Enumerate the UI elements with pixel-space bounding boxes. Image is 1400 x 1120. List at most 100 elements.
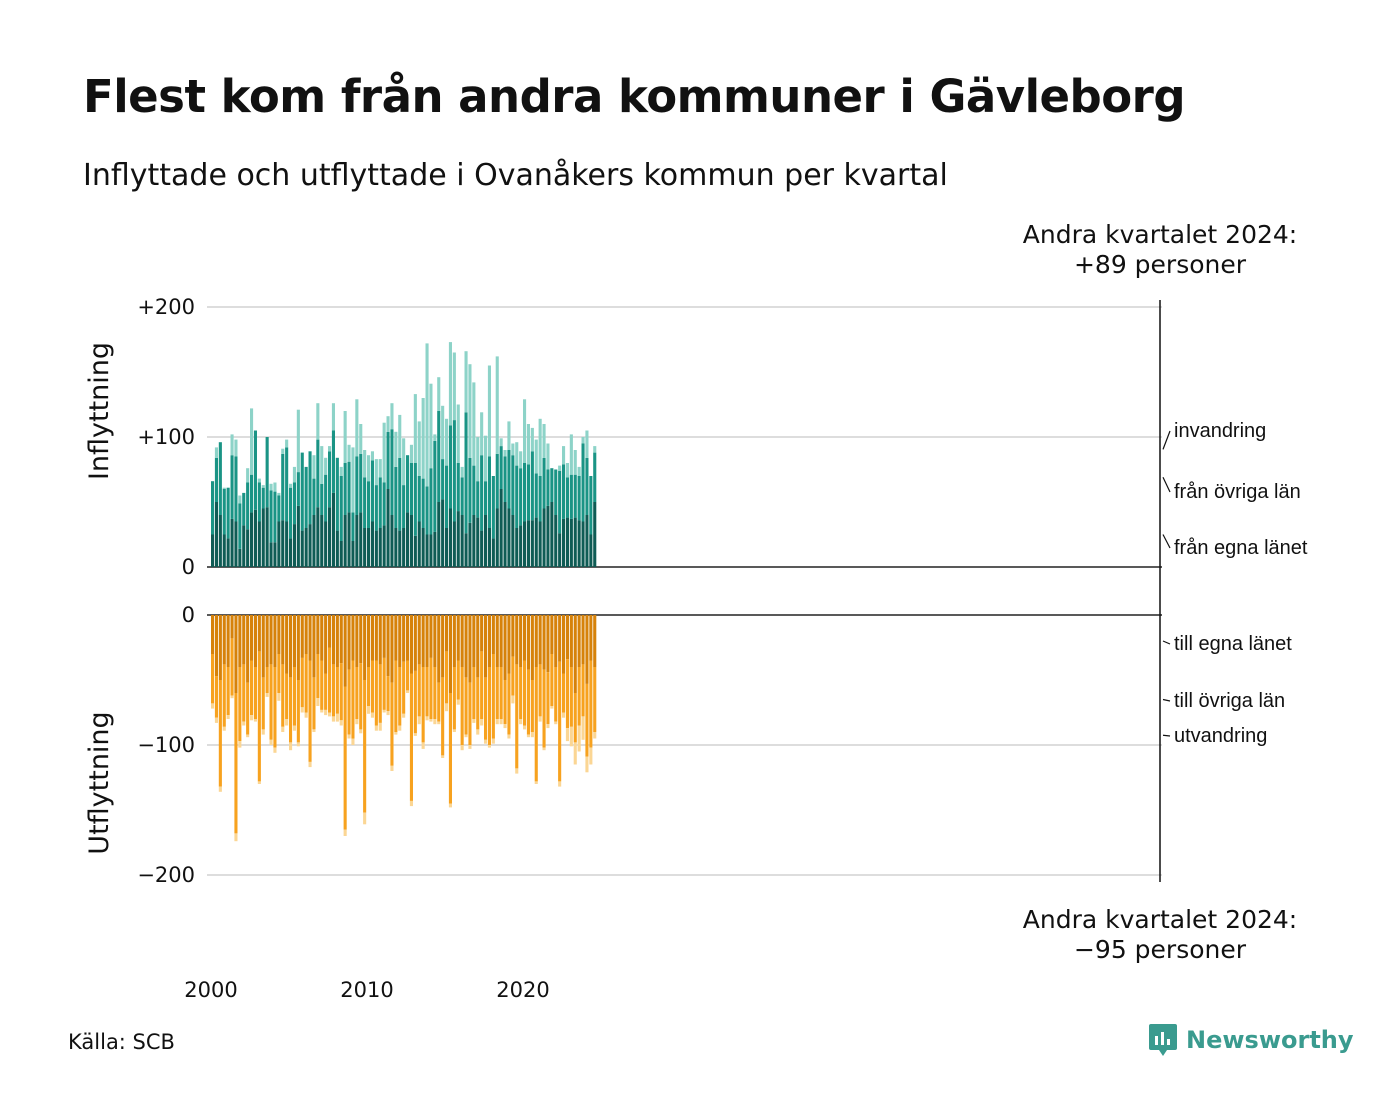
bar-inflow bbox=[277, 492, 281, 496]
bar-outflow bbox=[495, 719, 499, 725]
bar-outflow bbox=[285, 673, 289, 719]
bar-inflow bbox=[292, 466, 296, 483]
bar-inflow bbox=[257, 482, 261, 522]
bar-outflow bbox=[300, 657, 304, 708]
bar-outflow bbox=[355, 719, 359, 725]
label-leader-outflow bbox=[1162, 698, 1171, 702]
bar-outflow bbox=[292, 615, 296, 667]
ylabel-inflow: Inflyttning bbox=[84, 342, 115, 480]
bar-inflow bbox=[413, 463, 417, 536]
bar-inflow bbox=[558, 470, 562, 534]
bar-inflow bbox=[562, 446, 566, 465]
bar-inflow bbox=[487, 456, 491, 528]
bar-inflow bbox=[538, 418, 542, 476]
bar-inflow bbox=[230, 455, 234, 519]
series-label-outflow: till egna länet bbox=[1174, 633, 1292, 655]
bar-outflow bbox=[296, 742, 300, 747]
bar-outflow bbox=[409, 800, 413, 807]
label-leader-inflow bbox=[1162, 430, 1171, 450]
bar-outflow bbox=[565, 615, 569, 660]
bar-inflow bbox=[246, 482, 250, 530]
bar-inflow bbox=[253, 430, 257, 510]
bar-outflow bbox=[253, 667, 257, 719]
bar-outflow bbox=[214, 615, 218, 677]
bar-inflow bbox=[359, 424, 363, 454]
bar-inflow bbox=[425, 486, 429, 535]
bar-outflow bbox=[316, 698, 320, 706]
bar-outflow bbox=[351, 738, 355, 745]
axis-ticks: 0 +100 +200 0 −100 −200 2000 2010 2020 bbox=[137, 295, 549, 1002]
bar-inflow bbox=[289, 487, 293, 539]
bar-outflow bbox=[359, 663, 363, 730]
bar-outflow bbox=[530, 680, 534, 732]
bar-outflow bbox=[491, 654, 495, 739]
bar-outflow bbox=[343, 829, 347, 836]
bar-outflow bbox=[546, 724, 550, 729]
bar-outflow bbox=[429, 657, 433, 719]
bar-outflow bbox=[312, 615, 316, 678]
bar-outflow bbox=[433, 719, 437, 725]
bar-outflow bbox=[363, 680, 367, 813]
annotation-top: Andra kvartalet 2024: +89 personer bbox=[970, 220, 1350, 280]
xtick-label: 2010 bbox=[340, 978, 393, 1002]
bar-inflow bbox=[558, 533, 562, 567]
bar-inflow bbox=[347, 461, 351, 513]
bar-inflow bbox=[355, 515, 359, 567]
bar-outflow bbox=[542, 669, 546, 748]
bar-outflow bbox=[257, 781, 261, 784]
bar-inflow bbox=[285, 439, 289, 448]
bar-inflow bbox=[398, 457, 402, 531]
bar-outflow bbox=[468, 615, 472, 683]
bar-outflow bbox=[464, 615, 468, 678]
bar-outflow bbox=[534, 615, 538, 667]
bar-inflow bbox=[367, 455, 371, 482]
bar-inflow bbox=[573, 474, 577, 518]
bar-inflow bbox=[328, 507, 332, 567]
bar-outflow bbox=[222, 664, 226, 727]
bar-inflow bbox=[448, 508, 452, 567]
series-label-outflow: utvandring bbox=[1174, 725, 1267, 747]
bar-inflow bbox=[234, 439, 238, 457]
bar-inflow bbox=[324, 457, 328, 475]
bar-inflow bbox=[339, 541, 343, 567]
bar-inflow bbox=[394, 466, 398, 528]
bar-outflow bbox=[456, 660, 460, 700]
bar-outflow bbox=[281, 726, 285, 732]
bar-inflow bbox=[398, 530, 402, 567]
bar-inflow bbox=[273, 491, 277, 543]
bar-outflow bbox=[370, 615, 374, 661]
bar-outflow bbox=[421, 742, 425, 749]
bar-outflow bbox=[487, 745, 491, 748]
bar-inflow bbox=[464, 533, 468, 567]
bar-inflow bbox=[363, 477, 367, 528]
bar-outflow bbox=[523, 725, 527, 730]
bar-inflow bbox=[577, 520, 581, 567]
bar-inflow bbox=[335, 457, 339, 531]
bar-outflow bbox=[499, 667, 503, 719]
bar-inflow bbox=[546, 469, 550, 506]
bar-outflow bbox=[558, 661, 562, 782]
bar-inflow bbox=[355, 456, 359, 515]
bar-outflow bbox=[242, 721, 246, 726]
bar-inflow bbox=[308, 451, 312, 525]
bar-inflow bbox=[573, 450, 577, 475]
bar-inflow bbox=[347, 512, 351, 567]
newsworthy-logo-icon bbox=[1149, 1024, 1177, 1056]
bar-inflow bbox=[370, 451, 374, 461]
bar-inflow bbox=[398, 414, 402, 458]
bar-outflow bbox=[250, 715, 254, 721]
bar-inflow bbox=[370, 521, 374, 567]
bar-inflow bbox=[218, 442, 222, 515]
bar-inflow bbox=[246, 468, 250, 483]
bar-inflow bbox=[409, 444, 413, 463]
bar-outflow bbox=[398, 667, 402, 726]
bar-outflow bbox=[351, 660, 355, 739]
bar-inflow bbox=[277, 521, 281, 567]
bar-inflow bbox=[312, 515, 316, 567]
bar-inflow bbox=[234, 521, 238, 567]
bar-inflow bbox=[390, 429, 394, 515]
bar-outflow bbox=[441, 615, 445, 678]
bar-inflow bbox=[499, 438, 503, 447]
bar-outflow bbox=[550, 706, 554, 709]
bar-outflow bbox=[538, 664, 542, 717]
